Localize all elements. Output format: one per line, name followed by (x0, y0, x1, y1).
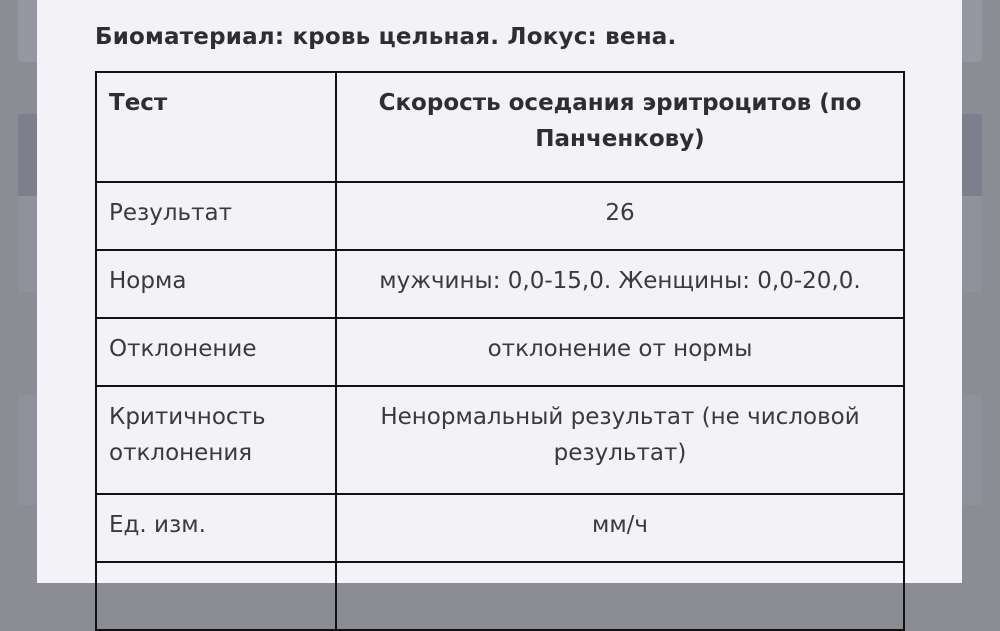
biomaterial-title: Биоматериал: кровь цельная. Локус: вена. (95, 24, 677, 50)
table-header-row: Тест Скорость оседания эритроцитов (по П… (95, 71, 905, 183)
table-row (95, 561, 905, 631)
row-value: отклонение от нормы (335, 317, 905, 387)
header-value: Скорость оседания эритроцитов (по Панчен… (335, 71, 905, 183)
row-label: Норма (95, 249, 337, 319)
row-value: Ненормальный результат (не числовой резу… (335, 385, 905, 495)
row-value (335, 561, 905, 631)
row-label: Ед. изм. (95, 493, 337, 563)
row-label: Результат (95, 181, 337, 251)
table-row: Критичность отклонения Ненормальный резу… (95, 385, 905, 495)
table-row: Отклонение отклонение от нормы (95, 317, 905, 387)
table-row: Результат 26 (95, 181, 905, 251)
table-row: Ед. изм. мм/ч (95, 493, 905, 563)
header-label: Тест (95, 71, 337, 183)
table-row: Норма мужчины: 0,0-15,0. Женщины: 0,0-20… (95, 249, 905, 319)
result-modal: Биоматериал: кровь цельная. Локус: вена.… (37, 0, 962, 631)
result-table: Тест Скорость оседания эритроцитов (по П… (95, 71, 905, 631)
row-value: 26 (335, 181, 905, 251)
row-label (95, 561, 337, 631)
row-label: Критичность отклонения (95, 385, 337, 495)
row-value: мужчины: 0,0-15,0. Женщины: 0,0-20,0. (335, 249, 905, 319)
row-label: Отклонение (95, 317, 337, 387)
row-value: мм/ч (335, 493, 905, 563)
